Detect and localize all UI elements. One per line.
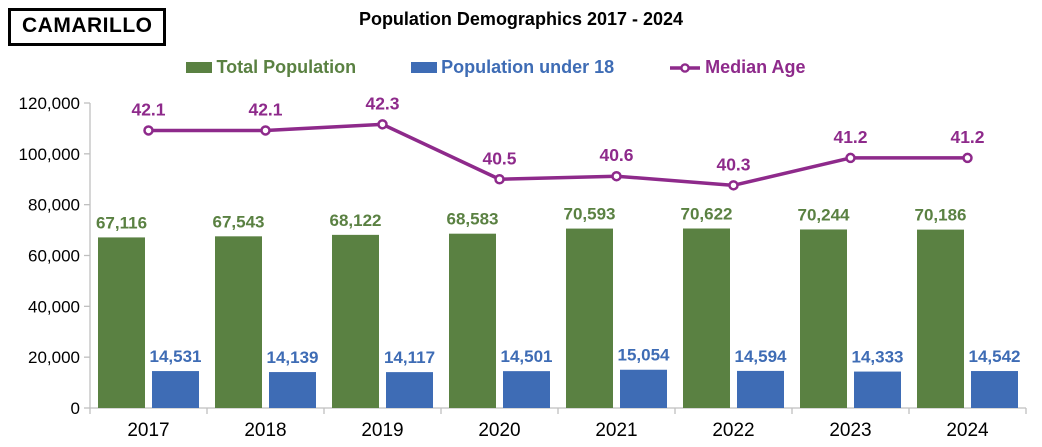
bar-label-total-population: 70,186 [915, 206, 967, 225]
bar-population-under-18 [854, 371, 901, 408]
bar-label-total-population: 70,622 [681, 205, 733, 224]
bar-label-population-under-18: 14,333 [852, 348, 904, 367]
bar-population-under-18 [152, 371, 199, 408]
median-age-marker [143, 125, 154, 136]
bar-label-total-population: 70,593 [564, 205, 616, 224]
y-tick-label: 60,000 [28, 247, 80, 266]
median-age-marker [845, 152, 856, 164]
median-age-label: 40.5 [482, 148, 516, 168]
median-age-marker [260, 125, 271, 136]
legend-item-median-age: Median Age [669, 57, 806, 78]
bar-population-under-18 [620, 369, 667, 408]
bar-label-total-population: 68,122 [330, 211, 382, 230]
x-tick-label: 2023 [829, 420, 871, 441]
median-age-label: 42.1 [248, 99, 282, 119]
bar-label-population-under-18: 14,542 [969, 347, 1021, 366]
median-age-marker [728, 180, 739, 191]
city-label-box: CAMARILLO [8, 8, 167, 46]
median-age-marker [494, 174, 505, 185]
median-age-label: 42.1 [131, 99, 165, 119]
chart-title: Population Demographics 2017 - 2024 [358, 9, 684, 29]
median-age-marker [962, 152, 973, 164]
bar-population-under-18 [971, 371, 1018, 408]
x-tick-label: 2019 [361, 420, 403, 441]
x-tick-label: 2024 [946, 420, 989, 441]
median-age-line [146, 122, 970, 188]
x-tick-label: 2021 [595, 420, 637, 441]
y-tick-label: 40,000 [28, 297, 80, 316]
bar-label-population-under-18: 14,117 [384, 348, 435, 367]
bar-total-population [449, 233, 496, 408]
bar-label-total-population: 68,583 [447, 210, 499, 229]
median-age-label: 41.2 [950, 127, 984, 147]
legend-item-total-population: Total Population [186, 57, 356, 78]
legend-label-population-under-18: Population under 18 [441, 57, 615, 77]
x-tick-label: 2022 [712, 420, 754, 441]
bar-label-total-population: 70,244 [798, 205, 851, 224]
median-age-label: 41.2 [833, 127, 867, 147]
median-age-marker [611, 170, 622, 182]
bar-total-population [917, 229, 964, 408]
population-under-18-swatch-icon [411, 62, 438, 73]
bar-population-under-18 [503, 371, 550, 408]
legend-label-total-population: Total Population [216, 57, 357, 77]
bar-total-population [800, 229, 847, 408]
legend-item-population-under-18: Population under 18 [411, 57, 614, 78]
bar-total-population [566, 228, 613, 408]
bar-population-under-18 [269, 372, 316, 408]
bar-label-population-under-18: 14,501 [501, 347, 553, 366]
median-age-line-marker-icon [669, 62, 701, 74]
bar-population-under-18 [386, 372, 433, 408]
bar-total-population [215, 236, 262, 408]
bar-label-population-under-18: 14,594 [735, 347, 788, 366]
y-tick-label: 80,000 [28, 196, 80, 215]
median-age-marker [377, 119, 388, 130]
y-tick-label: 0 [71, 399, 80, 418]
median-age-label: 40.6 [599, 145, 633, 165]
bar-total-population [332, 234, 379, 408]
median-age-label: 40.3 [716, 154, 750, 174]
bar-population-under-18 [737, 370, 784, 408]
total-population-swatch-icon [186, 62, 213, 73]
y-tick-label: 120,000 [19, 94, 80, 113]
bar-total-population [683, 228, 730, 408]
median-age-label: 42.3 [365, 93, 399, 113]
x-tick-label: 2018 [244, 420, 286, 441]
bar-label-total-population: 67,116 [96, 213, 147, 232]
x-tick-label: 2020 [478, 420, 520, 441]
legend-label-median-age: Median Age [705, 57, 806, 77]
city-label: CAMARILLO [22, 14, 153, 37]
y-tick-label: 20,000 [28, 348, 80, 367]
x-tick-label: 2017 [127, 420, 169, 441]
bar-label-population-under-18: 15,054 [618, 346, 671, 365]
bar-label-population-under-18: 14,531 [150, 347, 202, 366]
bar-label-total-population: 67,543 [213, 212, 265, 231]
legend: Total Population Population under 18 Med… [0, 57, 992, 78]
bar-label-population-under-18: 14,139 [267, 348, 319, 367]
y-tick-label: 100,000 [19, 145, 80, 164]
bar-total-population [98, 237, 145, 408]
